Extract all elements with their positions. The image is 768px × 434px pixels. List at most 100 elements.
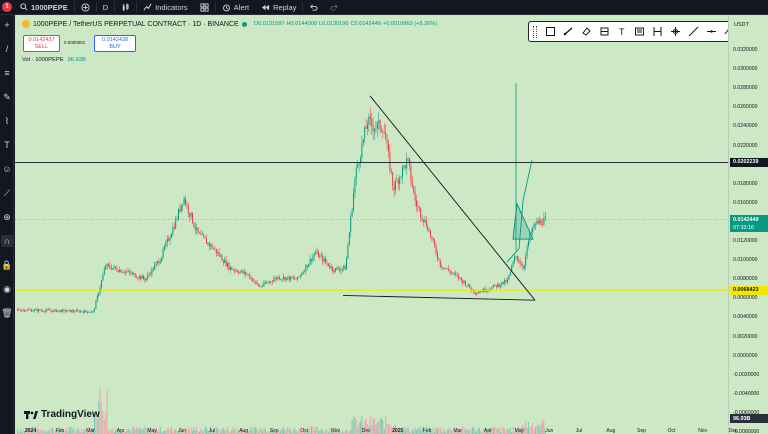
volume-bar (200, 428, 202, 434)
candle-body (390, 170, 392, 172)
horizontal-line-price-label: 0.0202239 (730, 157, 768, 167)
symbol-title: 1000PEPE / TetherUS PERPETUAL CONTRACT ·… (33, 20, 239, 28)
chart-pane[interactable] (15, 15, 728, 434)
volume-bar (467, 429, 469, 434)
ruler-icon[interactable]: ⟋ (3, 187, 11, 198)
lock-icon[interactable]: 🔒 (1, 259, 13, 270)
volume-bar (166, 428, 168, 434)
candle-body (315, 252, 317, 255)
volume-bar (49, 429, 51, 434)
candle-body (424, 219, 426, 222)
text-icon[interactable]: T (614, 24, 630, 40)
line-icon[interactable] (685, 24, 701, 40)
candle-body (232, 269, 234, 271)
symbol-search[interactable]: 1000PEPE (14, 0, 74, 15)
candle-body (150, 274, 151, 275)
redo-button[interactable] (324, 0, 345, 15)
buy-button[interactable]: 0.0142438 BUY (94, 35, 136, 52)
volume-bar (539, 427, 541, 434)
candle-body (25, 310, 27, 312)
magnet-icon[interactable]: ∩ (1, 235, 13, 247)
eraser-icon[interactable] (579, 24, 595, 40)
volume-bar (483, 428, 485, 434)
alert-button[interactable]: Alert (216, 0, 255, 15)
undo-button[interactable] (303, 0, 324, 15)
candle-body (234, 269, 235, 271)
brush-icon[interactable]: ✎ (3, 91, 11, 102)
time-scale[interactable]: 2024 Feb Mar Apr May Jun Jul Aug Sep Oct Nov Dec 202… (15, 428, 738, 434)
volume-bar (308, 429, 310, 434)
volume-bar (145, 428, 147, 434)
volume-bar (169, 430, 171, 434)
candle-body (95, 300, 97, 309)
volume-bar (512, 426, 514, 434)
candle-body (264, 282, 266, 284)
volume-bar (262, 430, 263, 434)
time-tick: 2025 (392, 428, 404, 434)
replay-button[interactable]: Replay (255, 0, 302, 15)
indicators-button[interactable]: Indicators (137, 0, 194, 15)
volume-bar (175, 429, 177, 434)
price-scale[interactable]: USDT 0.0320000 0.0300000 0.0280000 0.026000… (728, 15, 768, 434)
volume-bar (241, 428, 242, 434)
volume-bar (393, 425, 395, 434)
candle-body (525, 255, 527, 266)
settings-icon[interactable] (668, 24, 684, 40)
layouts-button[interactable] (194, 0, 215, 15)
volume-bar (78, 430, 80, 434)
volume-bar (280, 430, 282, 434)
zoom-icon[interactable]: ⊕ (3, 211, 11, 222)
tradingview-logo[interactable]: TradingView (24, 409, 100, 420)
trendline-icon[interactable]: / (5, 44, 9, 54)
candle-body (176, 218, 178, 220)
crosshair-icon[interactable]: + (4, 20, 10, 30)
volume-bar (351, 419, 353, 434)
time-tick: Jun (545, 428, 554, 434)
volume-bar (302, 427, 304, 434)
ohlc-change: +0.0010863 (+8.26%) (382, 21, 438, 27)
candle-body (395, 181, 396, 191)
eye-icon[interactable]: ◉ (3, 283, 11, 294)
candle-body (218, 252, 220, 256)
rectangle-icon[interactable] (543, 24, 559, 40)
volume-bar (516, 429, 518, 434)
volume-bar (270, 429, 272, 434)
magnet-icon[interactable] (596, 24, 612, 40)
interval-button[interactable]: D (97, 0, 114, 15)
candle-body (423, 219, 424, 222)
horizontal-line-icon[interactable] (703, 24, 719, 40)
shapes-icon[interactable]: ⌇ (4, 115, 10, 126)
volume-bar (518, 426, 520, 434)
candle-body (228, 262, 230, 270)
sell-button[interactable]: 0.0142437 SELL (23, 35, 60, 52)
candle-body (406, 158, 408, 168)
user-avatar[interactable]: 1 (0, 0, 14, 14)
drag-handle[interactable] (533, 25, 537, 38)
emoji-icon[interactable]: ☺ (2, 164, 12, 174)
trash-icon[interactable]: 🗑 (1, 307, 13, 318)
volume-bar (283, 426, 284, 434)
volume-bar (371, 425, 373, 434)
text-icon[interactable]: T (4, 140, 10, 150)
candle-body (449, 270, 451, 273)
candle-body (242, 270, 244, 274)
date-range-icon[interactable] (650, 24, 666, 40)
candle-body (116, 268, 118, 271)
volume-bar (105, 412, 107, 434)
fib-icon[interactable]: ≡ (4, 68, 10, 78)
compare-button[interactable] (75, 0, 96, 15)
measure-icon[interactable] (632, 24, 648, 40)
candle-body (515, 255, 517, 257)
candle-body (438, 258, 440, 260)
volume-bar (498, 427, 500, 434)
volume-bar (305, 429, 307, 434)
brush-icon[interactable] (561, 24, 577, 40)
ohlc-low: L0.0130196 (318, 21, 349, 27)
ohlc-close: C0.0142449 (350, 21, 381, 27)
candle-body (280, 279, 282, 280)
volume-bar (509, 427, 511, 434)
volume-bar (400, 430, 402, 434)
chart-type-button[interactable] (115, 0, 136, 15)
candle-body (362, 139, 364, 144)
candle-body (437, 253, 438, 259)
